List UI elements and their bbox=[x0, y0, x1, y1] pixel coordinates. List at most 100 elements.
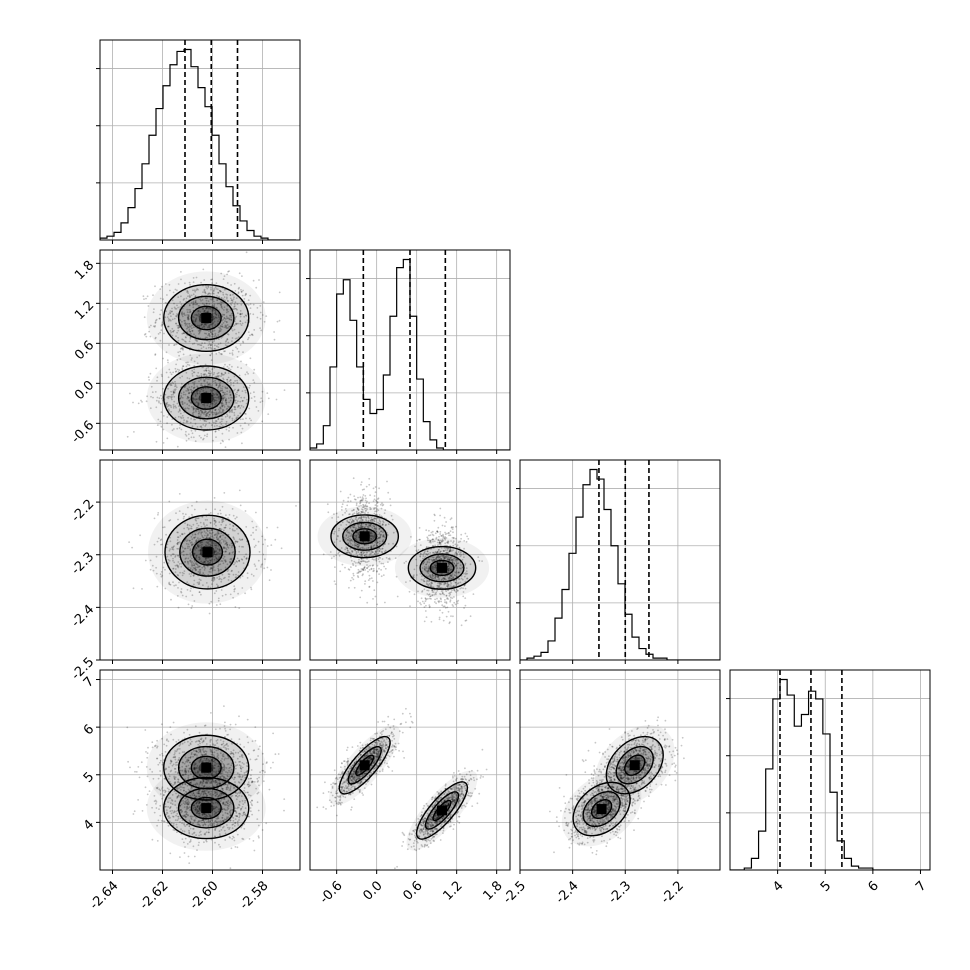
scatter-point bbox=[434, 564, 436, 566]
scatter-point bbox=[422, 562, 425, 565]
scatter-point bbox=[363, 505, 366, 508]
scatter-point bbox=[191, 534, 194, 536]
scatter-point bbox=[253, 368, 256, 371]
scatter-point bbox=[447, 568, 449, 570]
scatter-point bbox=[363, 552, 365, 554]
scatter-point bbox=[419, 538, 421, 541]
scatter-point bbox=[362, 516, 365, 518]
scatter-point bbox=[373, 520, 376, 523]
scatter-point bbox=[341, 521, 344, 524]
scatter-point bbox=[439, 539, 442, 542]
scatter-point bbox=[350, 556, 352, 559]
scatter-point bbox=[222, 378, 225, 381]
scatter-point bbox=[234, 540, 237, 543]
scatter-point bbox=[219, 330, 222, 332]
scatter-point bbox=[217, 386, 220, 388]
scatter-point bbox=[387, 491, 390, 494]
scatter-point bbox=[257, 559, 260, 562]
scatter-point bbox=[460, 624, 463, 627]
scatter-point bbox=[442, 619, 445, 622]
scatter-point bbox=[234, 402, 236, 404]
scatter-point bbox=[187, 388, 190, 391]
scatter-point bbox=[190, 391, 193, 393]
scatter-point bbox=[357, 576, 360, 579]
scatter-point bbox=[218, 289, 221, 292]
scatter-point bbox=[458, 571, 460, 573]
scatter-point bbox=[177, 739, 180, 741]
scatter-point bbox=[199, 552, 202, 555]
scatter-point bbox=[218, 541, 221, 544]
scatter-point bbox=[363, 567, 366, 569]
scatter-point bbox=[216, 552, 218, 555]
scatter-point bbox=[356, 575, 359, 577]
scatter-point bbox=[162, 428, 165, 431]
scatter-point bbox=[181, 315, 184, 318]
scatter-point bbox=[442, 561, 444, 564]
scatter-point bbox=[196, 288, 199, 290]
scatter-point bbox=[360, 552, 363, 555]
scatter-point bbox=[229, 379, 232, 382]
scatter-point bbox=[434, 566, 437, 569]
scatter-point bbox=[382, 531, 384, 534]
scatter-point bbox=[226, 381, 229, 384]
scatter-point bbox=[215, 411, 218, 414]
scatter-point bbox=[262, 553, 265, 556]
scatter-point bbox=[177, 327, 180, 329]
scatter-point bbox=[223, 397, 225, 400]
scatter-point bbox=[386, 534, 389, 537]
scatter-point bbox=[197, 404, 200, 406]
scatter-point bbox=[210, 600, 213, 603]
scatter-point bbox=[333, 513, 335, 515]
scatter-point bbox=[197, 371, 200, 374]
scatter-point bbox=[220, 373, 223, 376]
scatter-point bbox=[236, 561, 239, 563]
scatter-point bbox=[455, 570, 458, 573]
scatter-point bbox=[216, 375, 218, 378]
scatter-point bbox=[429, 595, 432, 597]
scatter-point bbox=[452, 585, 455, 588]
scatter-point bbox=[359, 512, 362, 515]
scatter-point bbox=[192, 397, 194, 400]
scatter-point bbox=[469, 563, 472, 566]
scatter-point bbox=[188, 391, 191, 394]
scatter-point bbox=[223, 296, 226, 298]
scatter-point bbox=[420, 597, 423, 600]
scatter-point bbox=[439, 582, 442, 585]
scatter-point bbox=[355, 562, 357, 564]
scatter-point bbox=[169, 548, 172, 550]
scatter-point bbox=[239, 310, 242, 312]
scatter-point bbox=[230, 558, 233, 561]
scatter-point bbox=[435, 536, 438, 539]
scatter-point bbox=[206, 533, 209, 535]
scatter-point bbox=[199, 748, 202, 751]
scatter-point bbox=[229, 415, 231, 418]
scatter-point bbox=[201, 566, 204, 569]
scatter-point bbox=[206, 759, 208, 762]
scatter-point bbox=[356, 520, 358, 522]
scatter-point bbox=[432, 566, 435, 569]
scatter-point bbox=[387, 543, 390, 545]
scatter-point bbox=[240, 324, 243, 326]
density-peak bbox=[202, 547, 213, 558]
scatter-point bbox=[238, 545, 241, 548]
scatter-point bbox=[215, 376, 218, 378]
scatter-point bbox=[208, 330, 210, 333]
scatter-point bbox=[175, 406, 177, 409]
scatter-point bbox=[181, 375, 184, 378]
scatter-point bbox=[236, 337, 238, 339]
scatter-point bbox=[208, 410, 210, 413]
scatter-point bbox=[448, 567, 451, 570]
scatter-point bbox=[172, 763, 175, 766]
scatter-point bbox=[382, 523, 384, 526]
scatter-point bbox=[378, 523, 380, 525]
scatter-point bbox=[233, 408, 236, 411]
scatter-point bbox=[222, 746, 225, 748]
scatter-point bbox=[205, 297, 208, 300]
scatter-point bbox=[250, 419, 253, 422]
scatter-point bbox=[217, 343, 220, 345]
scatter-point bbox=[434, 571, 437, 574]
scatter-point bbox=[337, 516, 340, 518]
scatter-point bbox=[213, 398, 215, 401]
scatter-point bbox=[200, 533, 203, 535]
scatter-point bbox=[189, 527, 192, 530]
